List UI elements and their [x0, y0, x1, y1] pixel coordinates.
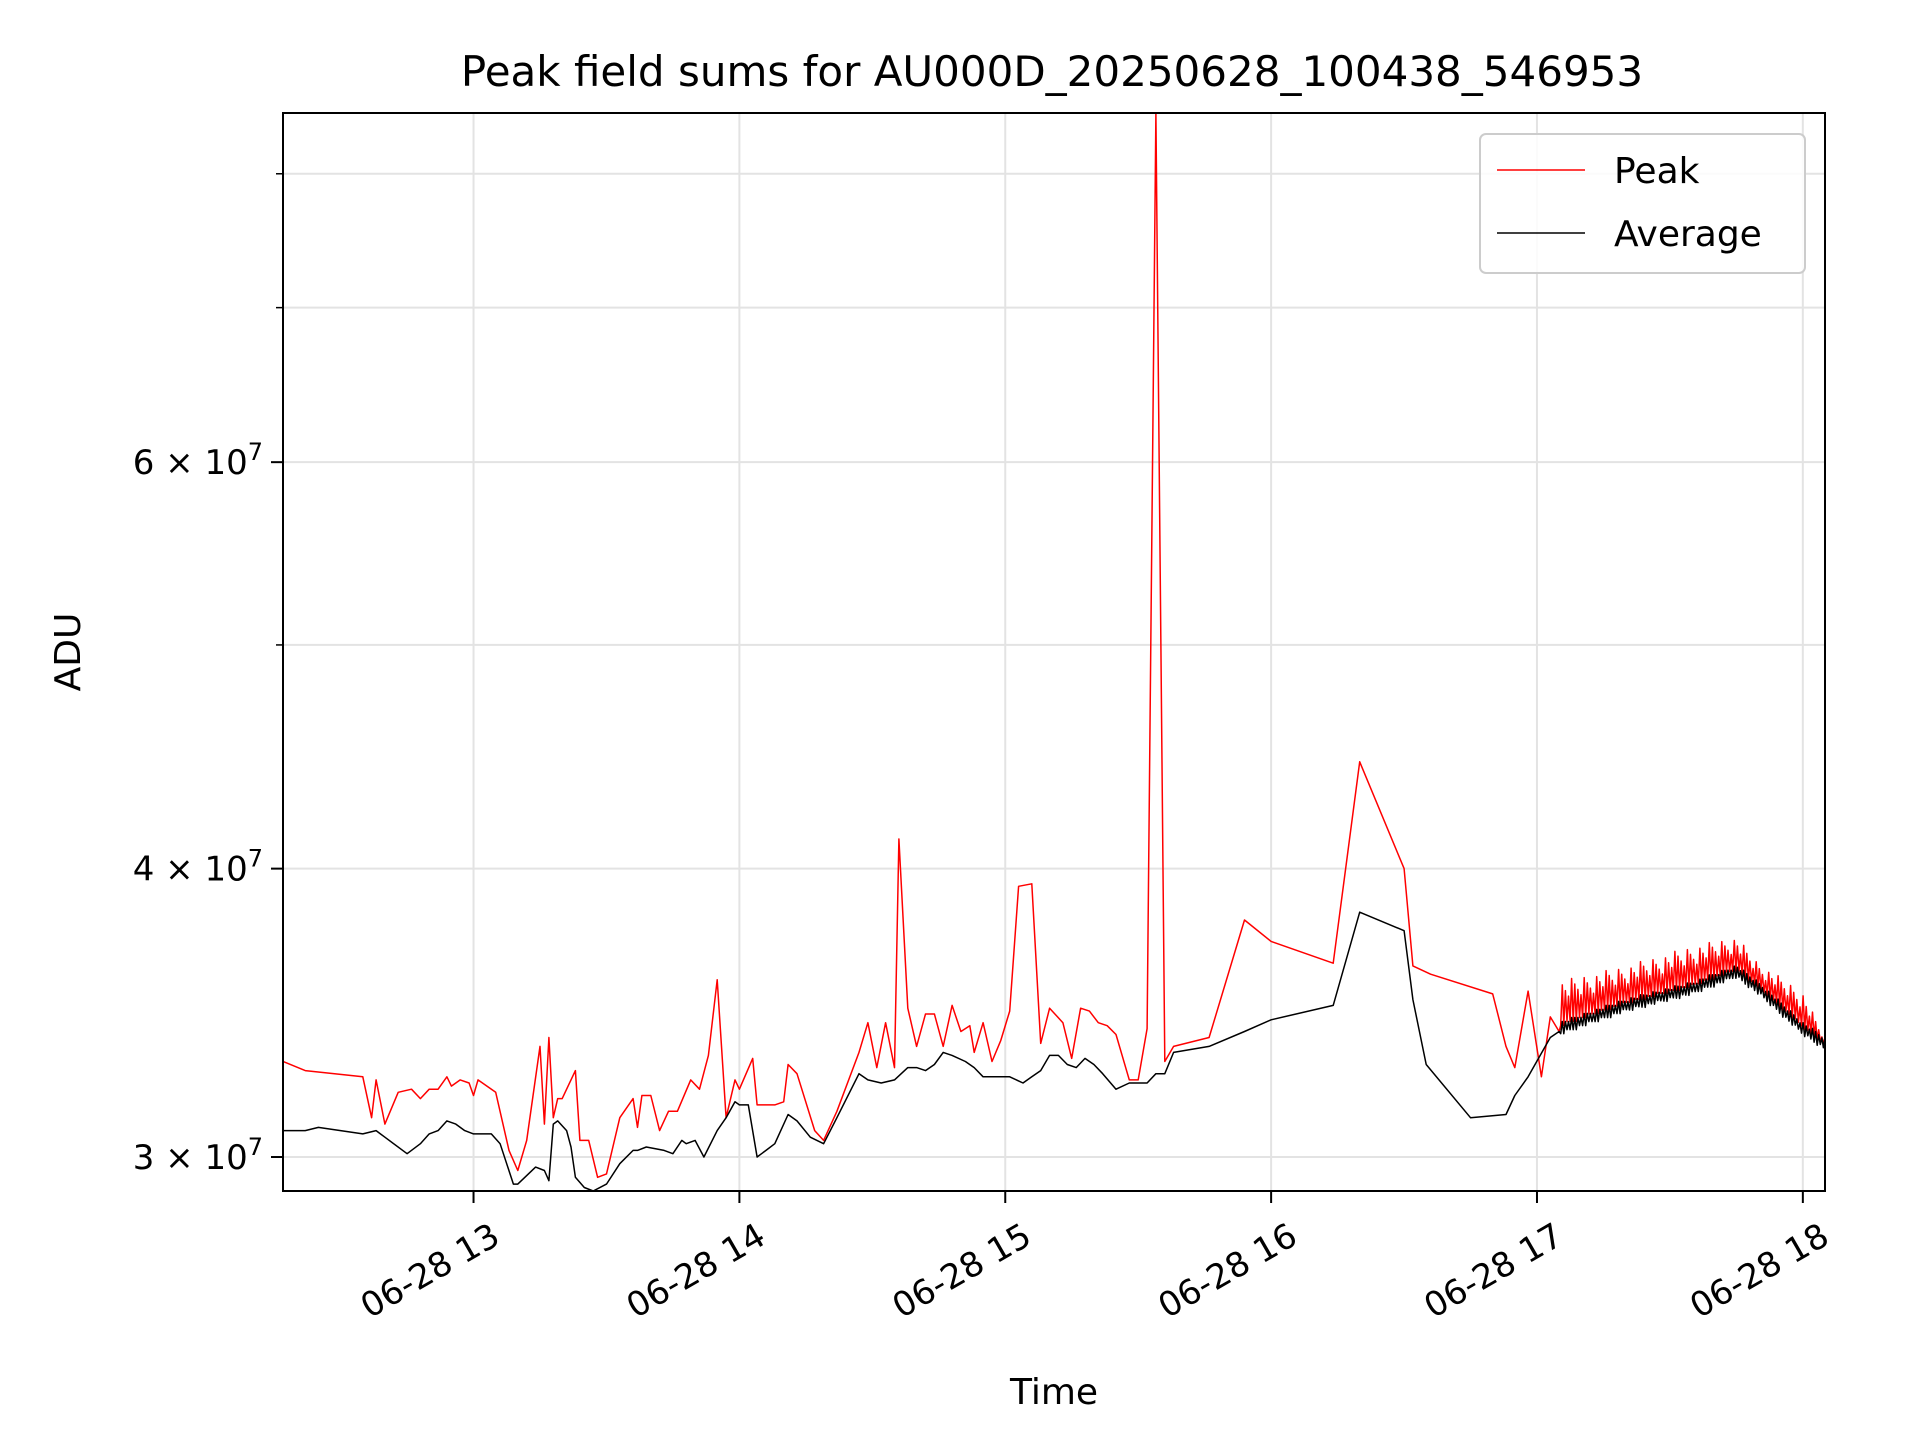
series-line-peak: [283, 113, 1825, 1179]
x-axis-label: Time: [1009, 1372, 1098, 1413]
y-axis-label: ADU: [48, 613, 89, 692]
series-layer: [283, 113, 1825, 1191]
series-line-average: [283, 911, 1825, 1191]
y-tick-label: 4 × 107: [133, 845, 263, 890]
legend-box: [1479, 133, 1806, 274]
legend-label-peak: Peak: [1614, 151, 1700, 192]
legend: Peak Average: [1479, 133, 1806, 274]
plot-area: [283, 113, 1825, 1191]
grid: [283, 113, 1825, 1191]
y-axis: 3 × 107 4 × 107 6 × 107: [133, 173, 283, 1178]
y-tick-label: 6 × 107: [133, 438, 263, 483]
plot-frame: [282, 112, 1826, 1192]
chart-title: Peak field sums for AU000D_20250628_1004…: [461, 47, 1643, 96]
y-tick-label: 3 × 107: [133, 1133, 263, 1178]
legend-label-average: Average: [1614, 214, 1762, 255]
